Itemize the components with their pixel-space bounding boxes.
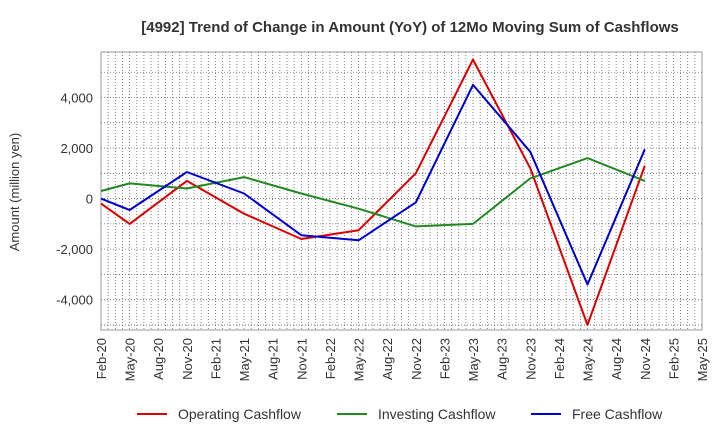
x-tick-label: Feb-25	[666, 338, 681, 379]
x-tick-label: Nov-24	[638, 338, 653, 380]
x-tick-label: Aug-20	[151, 338, 166, 380]
x-tick-label: Aug-21	[266, 338, 281, 380]
x-tick-label: Feb-22	[323, 338, 338, 379]
x-tick-label: Nov-23	[523, 338, 538, 380]
series-line-free-cashflow	[100, 83, 646, 286]
x-tick-label: Aug-23	[495, 338, 510, 380]
x-tick-label: Feb-21	[208, 338, 223, 379]
y-tick-label: 2,000	[60, 141, 93, 156]
legend-label: Free Cashflow	[572, 406, 663, 422]
chart-title: [4992] Trend of Change in Amount (YoY) o…	[141, 19, 679, 36]
x-tick-label: Aug-22	[380, 338, 395, 380]
x-tick-label: Nov-22	[409, 338, 424, 380]
series-lines	[100, 58, 646, 326]
x-tick-label: May-22	[352, 338, 367, 381]
series-line-operating-cashflow	[100, 58, 646, 326]
x-tick-label: Nov-20	[180, 338, 195, 380]
x-tick-label: May-23	[466, 338, 481, 381]
legend-label: Investing Cashflow	[378, 406, 496, 422]
grid	[101, 52, 702, 330]
x-tick-label: Feb-23	[437, 338, 452, 379]
x-tick-label: May-24	[581, 338, 596, 381]
y-axis-label: Amount (million yen)	[7, 133, 22, 252]
x-tick-label: Feb-24	[552, 338, 567, 379]
legend-label: Operating Cashflow	[178, 406, 302, 422]
x-tick-label: May-25	[695, 338, 710, 381]
x-ticks: Feb-20 May-20 Aug-20 Nov-20 Feb-21 May-21 Aug-…	[94, 338, 710, 381]
x-tick-label: Feb-20	[94, 338, 109, 379]
y-tick-label: -2,000	[56, 242, 93, 257]
y-tick-label: -4,000	[56, 293, 93, 308]
x-tick-label: Nov-21	[294, 338, 309, 380]
x-tick-label: May-20	[123, 338, 138, 381]
x-tick-label: May-21	[237, 338, 252, 381]
y-ticks: -4,000 -2,000 0 2,000 4,000	[56, 90, 93, 307]
x-tick-label: Aug-24	[609, 338, 624, 380]
y-tick-label: 4,000	[60, 90, 93, 105]
series-line-investing-cashflow	[100, 157, 646, 228]
y-tick-label: 0	[86, 192, 93, 207]
legend: Operating Cashflow Investing Cashflow Free…	[137, 406, 663, 422]
